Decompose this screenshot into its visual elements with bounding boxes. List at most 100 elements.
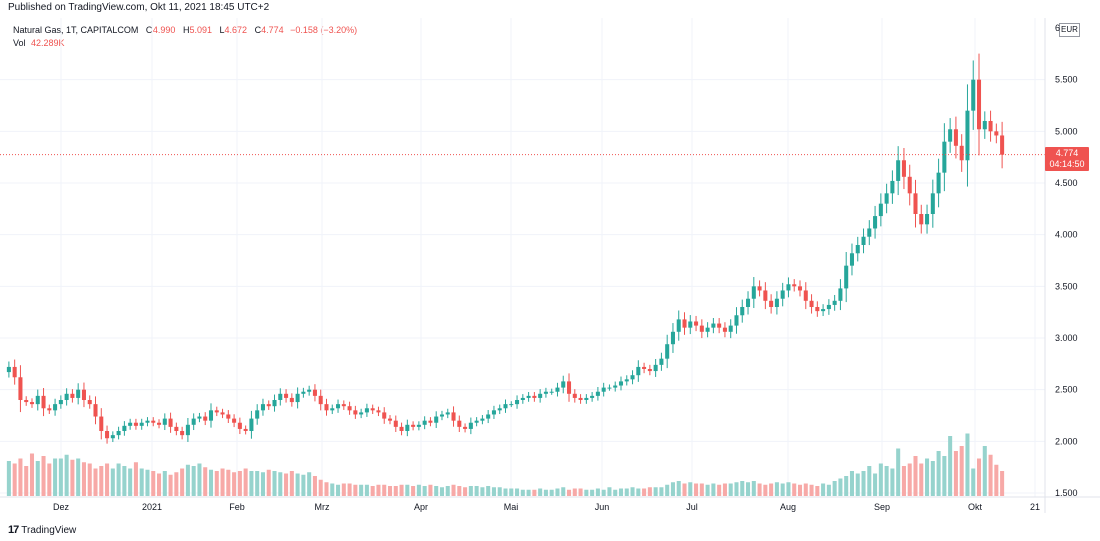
candle-body	[676, 319, 681, 332]
volume-bar	[451, 484, 456, 496]
vol-label[interactable]: Vol	[13, 38, 26, 48]
candle-body	[792, 284, 797, 287]
volume-bar	[364, 484, 369, 496]
volume-bar	[133, 462, 138, 496]
open-label: O	[145, 25, 153, 35]
volume-bar	[422, 486, 427, 496]
candle-body	[53, 404, 58, 411]
candle-body	[636, 366, 641, 376]
candle-body	[595, 391, 600, 396]
candle-body	[336, 404, 341, 409]
candle-body	[35, 395, 40, 405]
candle-body	[411, 424, 416, 427]
candle-body	[988, 121, 993, 132]
volume-bar	[699, 483, 704, 496]
volume-bar	[572, 488, 577, 496]
volume-bar	[110, 468, 115, 496]
candle-body	[457, 420, 462, 427]
volume-bar	[312, 476, 317, 496]
candle-body	[422, 420, 427, 425]
candle-body	[786, 284, 791, 291]
candle-body	[699, 325, 704, 332]
candle-body	[734, 315, 739, 326]
volume-bar	[832, 481, 837, 496]
candle-body	[930, 193, 935, 214]
volume-bar	[867, 466, 872, 496]
volume-bar	[549, 489, 554, 496]
volume-bar	[705, 484, 710, 496]
volume-bar	[497, 487, 502, 496]
volume-bar	[474, 486, 479, 496]
volume-bar	[555, 488, 560, 496]
volume-bar	[463, 487, 468, 496]
volume-bar	[41, 456, 46, 496]
candle-body	[982, 121, 987, 130]
volume-bar	[543, 489, 548, 496]
volume-bar	[249, 471, 254, 496]
candle-body	[116, 431, 121, 436]
volume-bar	[653, 487, 658, 496]
volume-bar	[971, 468, 976, 496]
candle-body	[630, 375, 635, 380]
candle-body	[711, 323, 716, 328]
candle-body	[284, 393, 289, 398]
time-axis-label: Jun	[595, 502, 610, 512]
candle-body	[590, 395, 595, 398]
candle-body	[549, 391, 554, 393]
candle-body	[289, 397, 294, 403]
candle-body	[613, 385, 618, 388]
volume-bar	[792, 483, 797, 496]
candle-body	[64, 393, 69, 400]
volume-bar	[942, 456, 947, 496]
volume-bar	[976, 458, 982, 496]
volume-bar	[180, 468, 185, 496]
volume-bar	[434, 486, 439, 496]
price-axis-labels: 5.500 5.000 4.500 4.000 3.500 3.000 2.500 2.000…	[1055, 23, 1078, 498]
high-label: H	[182, 25, 190, 35]
candle-body	[76, 389, 81, 398]
volume-bars	[6, 433, 1005, 496]
candle-body	[364, 408, 369, 413]
volume-bar	[953, 451, 958, 496]
candle-body	[873, 216, 878, 229]
candle-body	[515, 400, 520, 405]
vol-value: 42.289K	[31, 38, 65, 48]
volume-bar	[208, 469, 214, 496]
candle-body	[907, 176, 912, 194]
currency-selector[interactable]: EUR	[1059, 23, 1080, 37]
candle-body	[694, 321, 699, 326]
candle-body	[601, 387, 606, 392]
candle-body	[208, 410, 214, 421]
candle-body	[81, 389, 86, 400]
candle-body	[896, 160, 901, 181]
volume-bar	[122, 466, 127, 496]
volume-bar	[399, 484, 404, 496]
volume-bar	[797, 484, 803, 496]
volume-bar	[670, 482, 675, 496]
volume-bar	[243, 468, 248, 496]
volume-bar	[255, 471, 260, 496]
volume-bar	[682, 483, 687, 496]
volume-bar	[630, 487, 635, 496]
candle-body	[774, 298, 779, 307]
candle-body	[665, 344, 670, 359]
volume-bar	[746, 482, 751, 496]
volume-bar	[711, 483, 716, 496]
tradingview-logo[interactable]: 17 TradingView	[8, 524, 76, 536]
candle-body	[243, 428, 248, 431]
volume-bar	[769, 483, 774, 496]
candle-body	[815, 307, 820, 312]
volume-bar	[561, 487, 566, 496]
candle-body	[642, 366, 647, 369]
volume-bar	[439, 487, 445, 496]
symbol-name[interactable]: Natural Gas, 1T, CAPITALCOM	[13, 25, 139, 35]
volume-bar	[849, 471, 854, 496]
volume-bar	[81, 462, 86, 496]
candle-body	[359, 412, 364, 415]
candle-body	[260, 404, 265, 411]
volume-bar	[509, 488, 514, 496]
candle-body	[849, 253, 854, 266]
candle-body	[353, 410, 358, 415]
volume-bar	[157, 473, 162, 496]
